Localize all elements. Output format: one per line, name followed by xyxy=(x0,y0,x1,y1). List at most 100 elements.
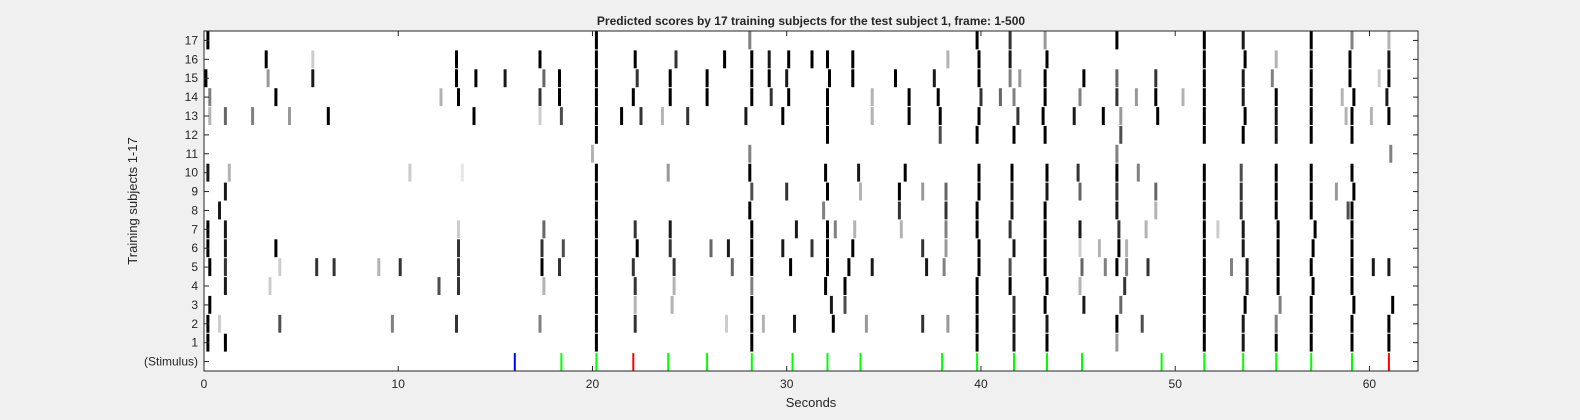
stimulus-marker xyxy=(976,353,979,371)
y-tick-label: 3 xyxy=(191,298,198,312)
score-mark-subject-14 xyxy=(274,88,278,107)
score-mark-subject-16 xyxy=(1309,50,1313,69)
score-mark-subject-9 xyxy=(1045,182,1049,201)
score-mark-subject-4 xyxy=(633,277,637,295)
score-mark-subject-17 xyxy=(1008,31,1012,50)
y-tick-label: 15 xyxy=(185,71,199,85)
score-mark-subject-6 xyxy=(1125,239,1129,258)
score-mark-subject-15 xyxy=(1115,69,1119,88)
score-mark-subject-6 xyxy=(1043,239,1047,258)
score-mark-subject-15 xyxy=(705,69,709,88)
score-mark-subject-9 xyxy=(1334,182,1338,201)
score-mark-subject-10 xyxy=(1350,163,1354,182)
score-mark-subject-9 xyxy=(1115,182,1119,201)
score-mark-subject-2 xyxy=(946,314,950,333)
score-mark-subject-16 xyxy=(1387,50,1391,69)
score-mark-subject-3 xyxy=(843,295,847,314)
score-mark-subject-7 xyxy=(1043,220,1047,239)
score-mark-subject-16 xyxy=(455,50,458,69)
y-tick-label: 17 xyxy=(185,33,199,47)
score-mark-subject-2 xyxy=(218,314,221,333)
score-mark-subject-5 xyxy=(1125,258,1129,277)
stimulus-marker xyxy=(941,353,944,371)
score-mark-subject-14 xyxy=(1134,88,1138,107)
score-mark-subject-2 xyxy=(1140,314,1144,333)
score-mark-subject-2 xyxy=(390,314,394,333)
score-mark-subject-8 xyxy=(1154,201,1158,220)
score-mark-subject-5 xyxy=(730,258,734,277)
score-mark-subject-5 xyxy=(1043,258,1047,277)
score-mark-subject-15 xyxy=(668,69,672,88)
score-mark-subject-14 xyxy=(558,88,561,107)
score-mark-subject-7 xyxy=(223,220,227,239)
score-mark-subject-7 xyxy=(1008,220,1012,239)
score-mark-subject-9 xyxy=(1202,182,1206,201)
score-mark-subject-3 xyxy=(1043,295,1047,314)
score-mark-subject-13 xyxy=(223,107,227,125)
score-mark-subject-3 xyxy=(1352,295,1356,314)
score-mark-subject-2 xyxy=(1045,314,1049,333)
score-mark-subject-13 xyxy=(1016,107,1020,125)
score-mark-subject-13 xyxy=(620,107,624,125)
score-mark-subject-14 xyxy=(631,88,635,107)
score-mark-subject-2 xyxy=(538,314,542,333)
score-mark-subject-5 xyxy=(750,258,754,277)
score-mark-subject-10 xyxy=(666,163,670,182)
score-mark-subject-7 xyxy=(668,220,672,239)
score-mark-subject-10 xyxy=(903,163,907,182)
score-mark-subject-7 xyxy=(633,220,637,239)
score-mark-subject-4 xyxy=(1123,277,1127,295)
score-mark-subject-3 xyxy=(975,295,979,314)
score-mark-subject-16 xyxy=(723,50,727,69)
score-mark-subject-14 xyxy=(538,88,542,107)
y-tick-label: 1 xyxy=(191,336,198,350)
stimulus-marker xyxy=(1310,353,1313,371)
stimulus-marker xyxy=(791,353,794,371)
score-mark-subject-10 xyxy=(824,163,828,182)
score-mark-subject-7 xyxy=(1144,220,1148,239)
score-mark-subject-3 xyxy=(750,295,754,314)
score-mark-subject-13 xyxy=(594,107,598,125)
score-mark-subject-13 xyxy=(1156,107,1160,125)
score-mark-subject-5 xyxy=(925,258,929,277)
score-mark-subject-14 xyxy=(979,88,983,107)
score-mark-subject-7 xyxy=(1350,220,1354,239)
score-mark-subject-6 xyxy=(223,239,227,258)
score-mark-subject-14 xyxy=(1385,88,1389,107)
score-mark-subject-14 xyxy=(826,88,829,107)
score-mark-subject-9 xyxy=(1239,182,1243,201)
score-mark-subject-5 xyxy=(672,258,676,277)
score-mark-subject-15 xyxy=(977,69,981,88)
score-mark-subject-6 xyxy=(709,239,713,258)
score-mark-subject-11 xyxy=(591,144,594,163)
score-mark-subject-14 xyxy=(1202,88,1206,107)
stimulus-marker xyxy=(706,353,709,371)
stimulus-marker xyxy=(1387,353,1390,371)
score-mark-subject-3 xyxy=(1243,295,1247,314)
score-mark-subject-7 xyxy=(1241,220,1245,239)
score-mark-subject-6 xyxy=(1078,239,1082,258)
score-mark-subject-6 xyxy=(1241,239,1245,258)
score-mark-subject-14 xyxy=(1115,88,1119,107)
score-mark-subject-14 xyxy=(457,88,460,107)
score-mark-subject-5 xyxy=(942,258,946,277)
score-mark-subject-5 xyxy=(1350,258,1354,277)
score-mark-subject-8 xyxy=(1239,201,1243,220)
stimulus-marker xyxy=(1203,353,1206,371)
score-mark-subject-14 xyxy=(1078,88,1082,107)
score-mark-subject-4 xyxy=(1008,277,1012,295)
score-mark-subject-3 xyxy=(1278,295,1282,314)
x-axis-ticks: 0 10 20 30 40 50 60 xyxy=(201,31,1376,391)
score-mark-subject-2 xyxy=(1012,314,1016,333)
score-mark-subject-6 xyxy=(977,239,981,258)
score-mark-subject-1 xyxy=(1309,333,1313,352)
score-mark-subject-13 xyxy=(1309,107,1313,125)
x-tick-label: 10 xyxy=(392,377,406,391)
score-mark-subject-6 xyxy=(826,239,829,258)
stimulus-marker xyxy=(1081,353,1083,371)
score-mark-subject-5 xyxy=(398,258,402,277)
score-mark-subject-10 xyxy=(1309,163,1313,182)
score-mark-subject-13 xyxy=(781,107,785,125)
